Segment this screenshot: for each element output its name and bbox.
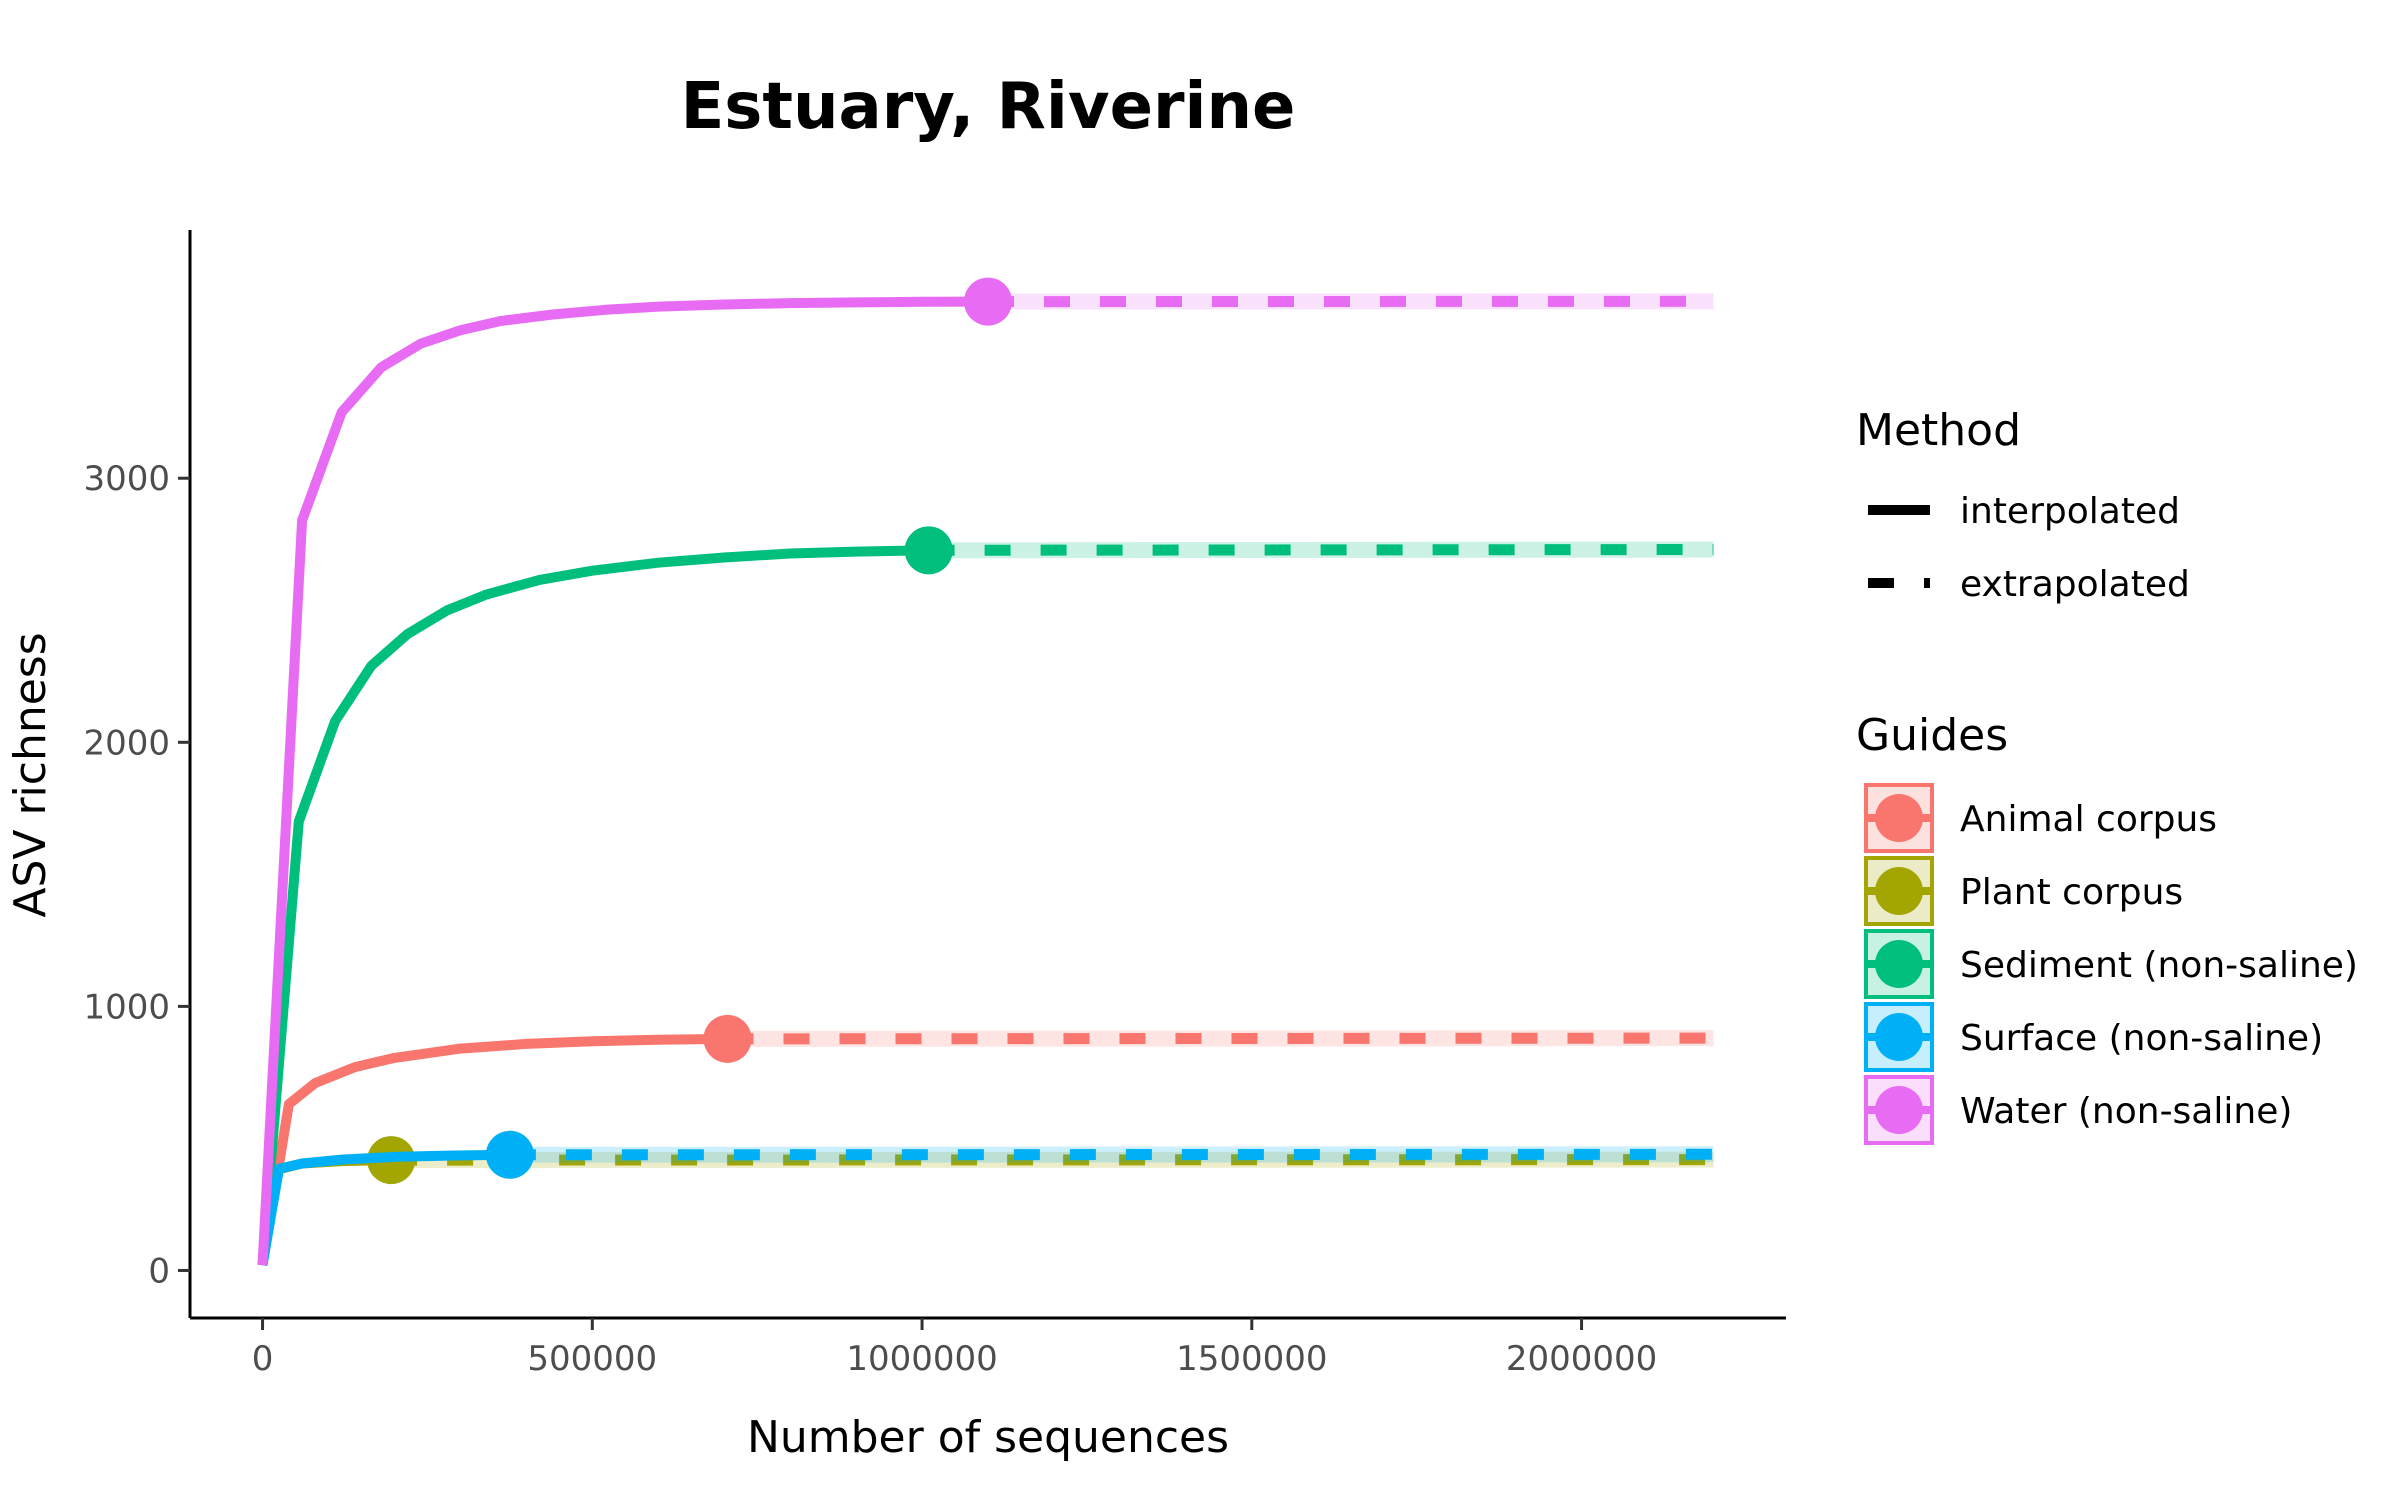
legend-guides-title: Guides bbox=[1856, 710, 2008, 761]
series-interpolated-line bbox=[257, 545, 929, 1266]
series-observed-point bbox=[485, 1130, 534, 1179]
series-band bbox=[727, 1030, 1714, 1047]
x-tick-label: 500000 bbox=[527, 1339, 657, 1379]
y-tick-label: 0 bbox=[148, 1251, 170, 1291]
legend-key-dot bbox=[1875, 1086, 1923, 1134]
legend-method: Method interpolated extrapolated bbox=[1856, 405, 2190, 605]
series-band bbox=[509, 1146, 1714, 1163]
series-animal-corpus bbox=[257, 1014, 1714, 1267]
y-tick-label: 1000 bbox=[83, 987, 170, 1027]
x-tick-label: 1000000 bbox=[846, 1339, 997, 1379]
x-tick-label: 0 bbox=[252, 1339, 274, 1379]
y-tick-label: 3000 bbox=[83, 459, 170, 499]
legend-method-item: interpolated bbox=[1868, 491, 2180, 532]
legend-key-dot bbox=[1875, 794, 1923, 842]
legend-guides: Guides Animal corpus Plant corpus Sediment… bbox=[1856, 710, 2358, 1145]
series-sediment-non-saline bbox=[257, 526, 1714, 1266]
y-axis-title: ASV richness bbox=[5, 632, 56, 917]
legend-method-title: Method bbox=[1856, 405, 2021, 456]
legend-key-dot bbox=[1875, 867, 1923, 915]
legend-guides-item: Plant corpus bbox=[1864, 856, 2183, 926]
legend-method-label: extrapolated bbox=[1960, 564, 2190, 605]
series-surface-non-saline bbox=[257, 1130, 1714, 1267]
legend-method-label: interpolated bbox=[1960, 491, 2180, 532]
series-band bbox=[391, 1151, 1714, 1169]
x-axis-title: Number of sequences bbox=[747, 1412, 1229, 1463]
x-tick-label: 2000000 bbox=[1506, 1339, 1657, 1379]
legend-guides-label: Water (non-saline) bbox=[1960, 1091, 2292, 1132]
legend-method-item: extrapolated bbox=[1868, 564, 2190, 605]
plot-area bbox=[257, 277, 1714, 1267]
legend-guides-label: Sediment (non-saline) bbox=[1960, 945, 2358, 986]
legend-key-dot bbox=[1875, 940, 1923, 988]
series-observed-point bbox=[964, 277, 1012, 326]
series-interpolated-line bbox=[257, 296, 989, 1266]
series-interpolated-line bbox=[257, 1033, 728, 1267]
series-extrapolated-line bbox=[928, 544, 1714, 556]
x-tick-label: 1500000 bbox=[1176, 1339, 1327, 1379]
legend-guides-item: Water (non-saline) bbox=[1864, 1075, 2292, 1145]
legend-guides-item: Sediment (non-saline) bbox=[1864, 929, 2358, 999]
legend-guides-label: Surface (non-saline) bbox=[1960, 1018, 2323, 1059]
series-observed-point bbox=[703, 1014, 752, 1063]
series-interpolated-line bbox=[257, 1149, 510, 1267]
legend-guides-label: Animal corpus bbox=[1960, 799, 2217, 840]
legend-guides-label: Plant corpus bbox=[1960, 872, 2183, 913]
chart-title: Estuary, Riverine bbox=[681, 70, 1296, 144]
axes: 0 500000 1000000 1500000 2000000 0 1000 2000 300… bbox=[83, 230, 1786, 1379]
series-water-non-saline bbox=[257, 277, 1714, 1266]
legend-key-dot bbox=[1875, 1013, 1923, 1061]
series-observed-point bbox=[904, 526, 953, 575]
legend-guides-item: Surface (non-saline) bbox=[1864, 1002, 2323, 1072]
y-tick-label: 2000 bbox=[83, 723, 170, 763]
legend-guides-item: Animal corpus bbox=[1864, 783, 2217, 853]
